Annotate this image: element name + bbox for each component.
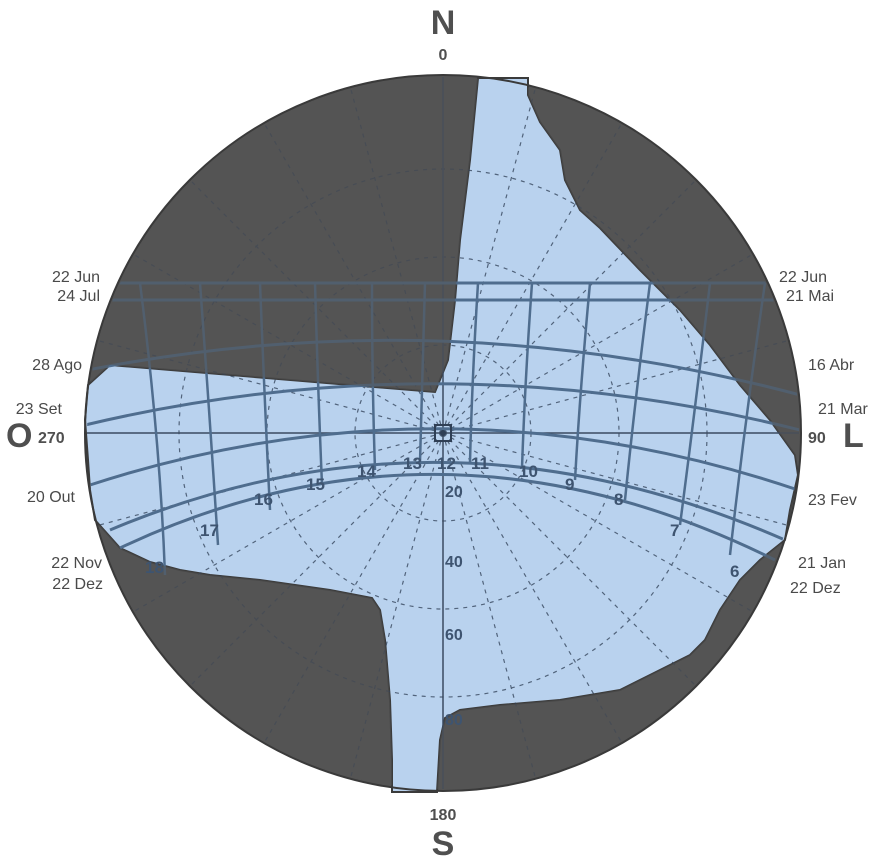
hour-label: 16 — [254, 490, 273, 509]
date-label-right: 23 Fev — [808, 492, 857, 509]
date-label-left: 28 Ago — [32, 357, 82, 374]
hour-label: 6 — [730, 562, 739, 581]
north-azimuth: 0 — [439, 47, 448, 64]
date-label-left: 23 Set — [16, 401, 63, 418]
hour-label: 12 — [437, 454, 456, 473]
date-label-right: 22 Dez — [790, 580, 841, 597]
east-azimuth: 90 — [808, 430, 826, 447]
altitude-label: 40 — [445, 554, 463, 571]
north-label: N — [431, 4, 456, 42]
hour-label: 15 — [306, 475, 325, 494]
date-label-right: 22 Jun — [779, 269, 827, 286]
zenith-marker — [434, 424, 452, 442]
hour-label: 11 — [471, 454, 489, 473]
west-azimuth: 270 — [38, 430, 65, 447]
date-label-left: 20 Out — [27, 489, 76, 506]
altitude-label: 80 — [445, 712, 463, 729]
date-label-right: 21 Jan — [798, 555, 846, 572]
hour-label: 14 — [357, 462, 376, 481]
south-azimuth: 180 — [430, 807, 457, 824]
altitude-label: 20 — [445, 484, 463, 501]
hour-label: 8 — [614, 490, 623, 509]
horizon-circle — [84, 74, 802, 792]
hour-label: 9 — [565, 475, 574, 494]
date-label-left: 22 Jun — [52, 269, 100, 286]
hour-label: 18 — [145, 558, 164, 577]
hour-label: 17 — [200, 521, 219, 540]
altitude-label: 60 — [445, 627, 463, 644]
hour-label: 13 — [403, 454, 422, 473]
hour-label: 10 — [519, 462, 538, 481]
date-label-right: 21 Mai — [786, 288, 834, 305]
west-label: O — [6, 417, 32, 455]
date-label-right: 21 Mar — [818, 401, 868, 418]
south-label: S — [432, 825, 455, 859]
date-label-left: 22 Nov — [51, 555, 102, 572]
east-label: L — [843, 417, 864, 455]
date-label-right: 16 Abr — [808, 357, 855, 374]
date-label-left: 22 Dez — [52, 576, 103, 593]
date-label-left: 24 Jul — [57, 288, 100, 305]
hour-label: 7 — [670, 521, 679, 540]
